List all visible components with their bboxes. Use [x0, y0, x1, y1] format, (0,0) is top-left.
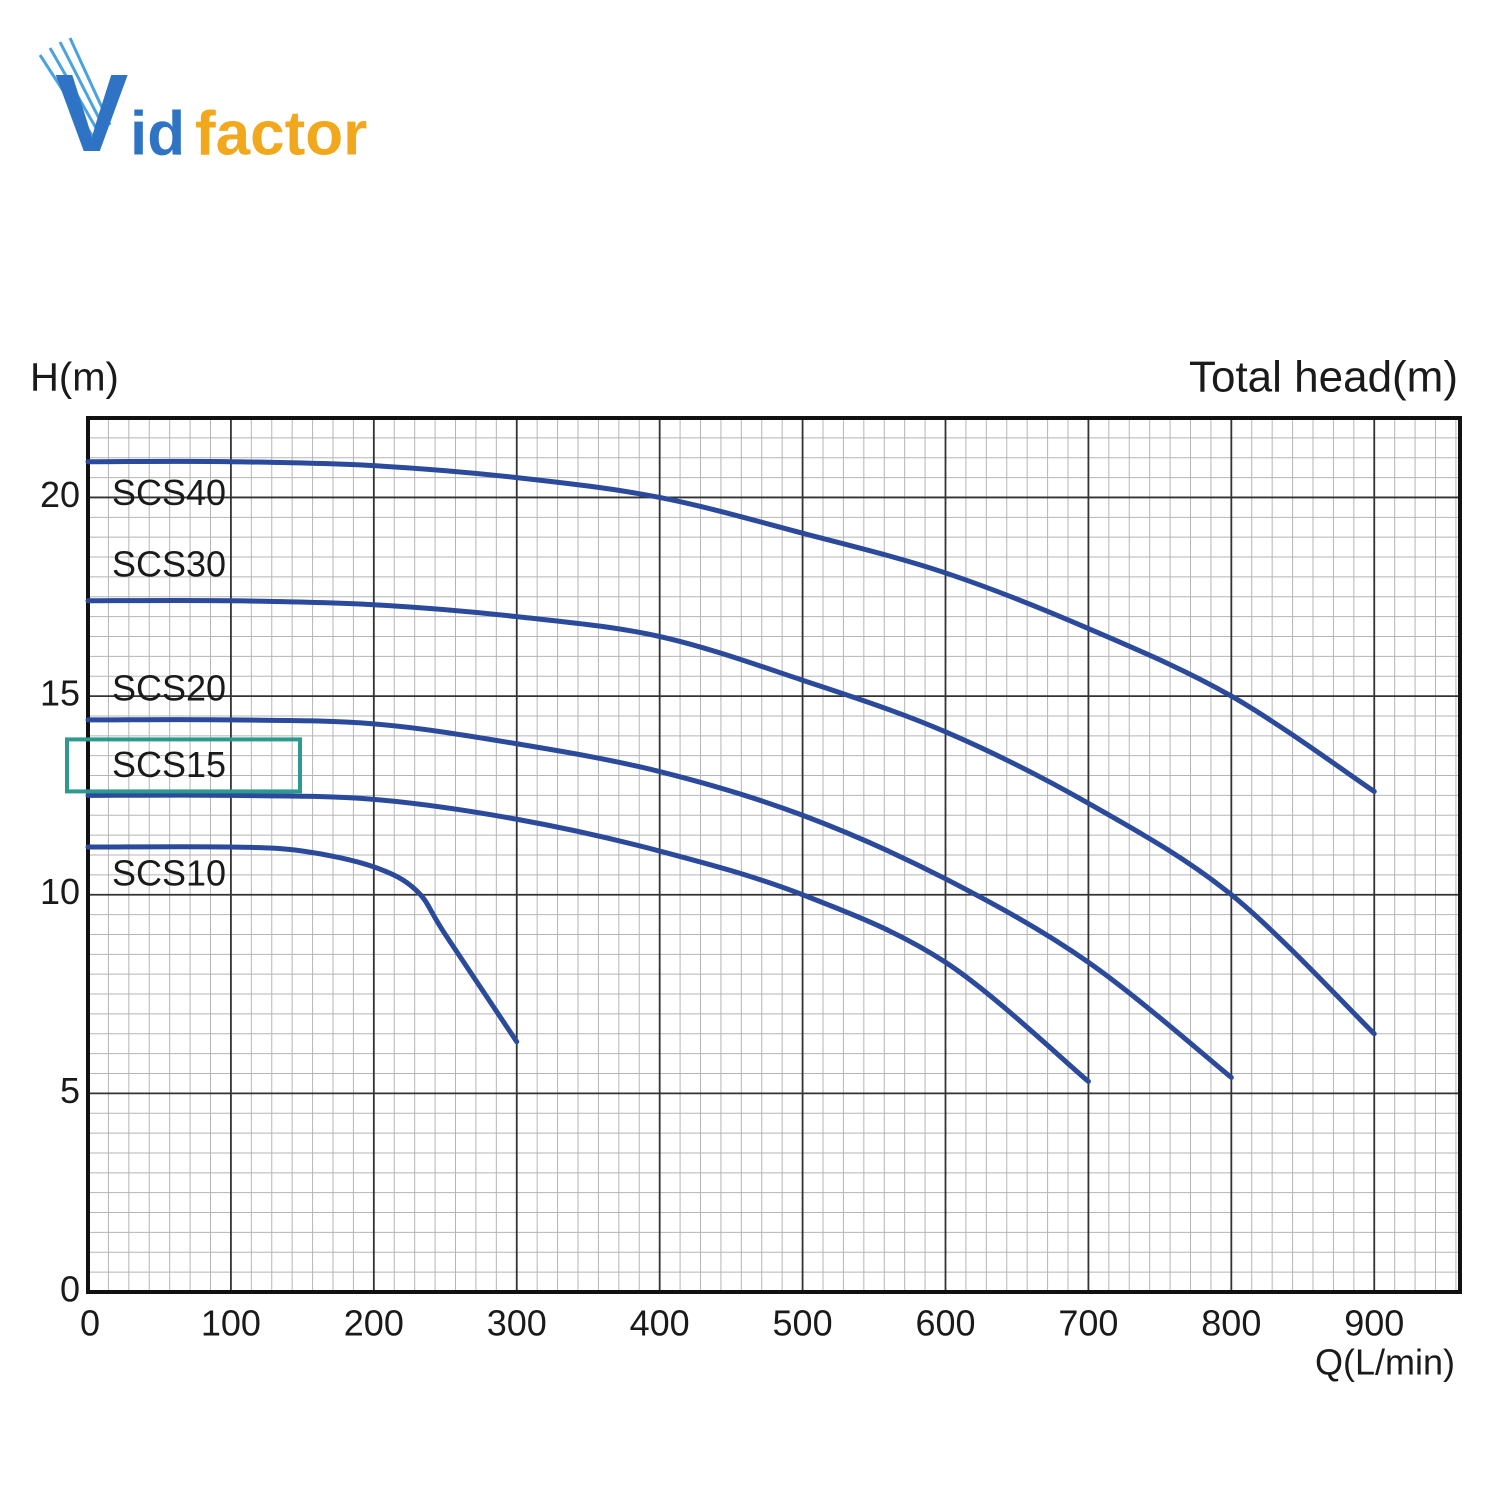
series-label: SCS10	[112, 853, 226, 894]
x-tick-label: 0	[80, 1303, 100, 1344]
series-label: SCS20	[112, 667, 226, 708]
logo-id: id	[130, 99, 185, 168]
x-axis-label: Q(L/min)	[1315, 1342, 1455, 1383]
x-tick-label: 600	[915, 1303, 975, 1344]
y-tick-label: 10	[40, 871, 80, 912]
x-tick-label: 300	[487, 1303, 547, 1344]
series-label: SCS30	[112, 543, 226, 584]
logo-feathers	[38, 37, 112, 141]
logo-factor: factor	[195, 99, 367, 168]
x-tick-label: 500	[773, 1303, 833, 1344]
curve	[85, 844, 520, 1045]
logo-v: V	[55, 52, 128, 175]
series-label: SCS40	[112, 472, 226, 513]
y-tick-label: 20	[40, 474, 80, 515]
curve	[85, 597, 1377, 1037]
curve	[85, 458, 1377, 794]
series-label: SCS15	[112, 744, 226, 785]
plot-border	[86, 416, 1462, 1294]
x-tick-label: 200	[344, 1303, 404, 1344]
y-tick-label: 5	[60, 1070, 80, 1111]
x-tick-label: 100	[201, 1303, 261, 1344]
curve	[85, 717, 1234, 1080]
chart-title: Total head(m)	[1189, 353, 1458, 402]
x-tick-label: 900	[1344, 1303, 1404, 1344]
y-axis-label: H(m)	[30, 356, 119, 400]
y-tick-label: 0	[60, 1269, 80, 1310]
x-tick-label: 700	[1058, 1303, 1118, 1344]
x-tick-label: 800	[1201, 1303, 1261, 1344]
curve	[85, 792, 1091, 1084]
x-tick-label: 400	[630, 1303, 690, 1344]
y-tick-label: 15	[40, 673, 80, 714]
logo: V id factor	[38, 37, 367, 175]
highlight-box	[65, 737, 302, 794]
